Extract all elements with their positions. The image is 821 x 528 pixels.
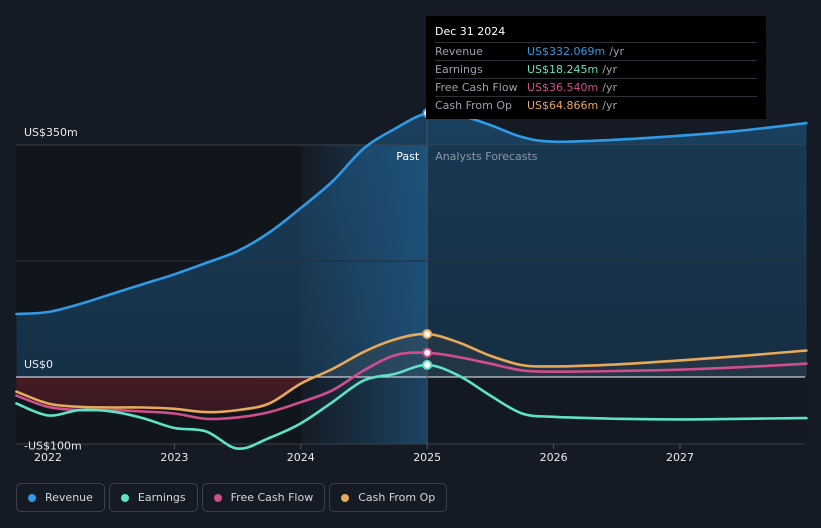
tooltip-value: US$332.069m — [527, 45, 606, 58]
tooltip-label: Free Cash Flow — [435, 81, 518, 94]
series-line-cash-from-op — [15, 332, 808, 414]
tooltip-date: Dec 31 2024 — [435, 25, 506, 38]
y-axis-label: -US$100m — [24, 439, 82, 452]
tooltip-value: US$36.540m — [527, 81, 599, 94]
x-tick-label: 2022 — [34, 451, 62, 464]
tooltip-panel: Dec 31 2024 Revenue US$332.069m /yr Earn… — [426, 16, 766, 119]
x-tick-label: 2027 — [666, 451, 694, 464]
marker-free-cash-flow — [422, 347, 433, 358]
legend-label: Revenue — [45, 491, 93, 504]
tooltip-label: Revenue — [435, 45, 483, 58]
tooltip-row-revenue: Revenue US$332.069m /yr — [435, 42, 757, 60]
tooltip-value: US$64.866m — [527, 99, 599, 112]
legend-item-earnings[interactable]: Earnings — [108, 483, 198, 512]
tooltip-value: US$18.245m — [527, 63, 599, 76]
series-line-earnings — [15, 363, 808, 450]
tooltip-unit: /yr — [602, 81, 617, 94]
tooltip-unit: /yr — [602, 63, 617, 76]
legend-item-cash-from-op[interactable]: Cash From Op — [329, 483, 448, 512]
x-tick-label: 2025 — [413, 451, 441, 464]
tooltip-row-free-cash-flow: Free Cash Flow US$36.540m /yr — [435, 78, 757, 96]
legend-dot-icon — [28, 493, 36, 502]
tooltip-row-cash-from-op: Cash From Op US$64.866m /yr — [435, 96, 757, 114]
y-axis-label: US$350m — [24, 126, 78, 139]
tooltip-unit: /yr — [609, 45, 624, 58]
y-axis-label: US$0 — [24, 358, 53, 371]
tooltip-unit: /yr — [602, 99, 617, 112]
forecast-label: Analysts Forecasts — [435, 150, 538, 163]
legend-label: Cash From Op — [358, 491, 436, 504]
marker-cash-from-op — [422, 329, 433, 340]
past-label: Past — [396, 150, 420, 163]
x-tick-label: 2024 — [287, 451, 315, 464]
x-tick-label: 2023 — [160, 451, 188, 464]
cash-from-op-area — [16, 333, 807, 377]
series-line-free-cash-flow — [15, 351, 808, 421]
revenue-area — [16, 112, 807, 377]
legend-item-revenue[interactable]: Revenue — [16, 483, 105, 512]
legend-dot-icon — [341, 493, 350, 502]
tooltip-label: Earnings — [435, 63, 483, 76]
legend-dot-icon — [213, 493, 222, 502]
chart-legend: Revenue Earnings Free Cash Flow Cash Fro… — [16, 483, 448, 512]
tooltip-label: Cash From Op — [435, 99, 513, 112]
tooltip-row-earnings: Earnings US$18.245m /yr — [435, 60, 757, 78]
forecast-region-overlay — [427, 145, 805, 444]
negative-cashflow-area — [16, 377, 807, 413]
x-tick-label: 2026 — [540, 451, 568, 464]
series-line-revenue — [15, 111, 808, 316]
marker-earnings — [422, 359, 433, 370]
legend-dot-icon — [120, 493, 129, 502]
legend-item-free-cash-flow[interactable]: Free Cash Flow — [201, 483, 326, 512]
legend-label: Free Cash Flow — [230, 491, 314, 504]
legend-label: Earnings — [137, 491, 186, 504]
